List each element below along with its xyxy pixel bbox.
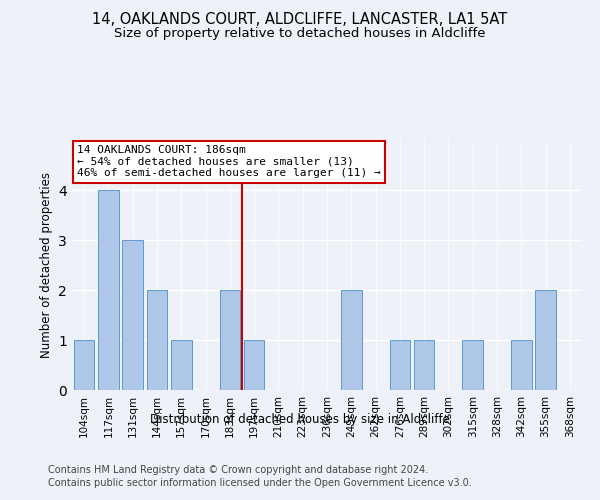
- Text: Contains public sector information licensed under the Open Government Licence v3: Contains public sector information licen…: [48, 478, 472, 488]
- Bar: [244, 340, 265, 390]
- Bar: [220, 290, 240, 390]
- Text: Distribution of detached houses by size in Aldcliffe: Distribution of detached houses by size …: [150, 412, 450, 426]
- Bar: [463, 340, 483, 390]
- Bar: [389, 340, 410, 390]
- Text: 14, OAKLANDS COURT, ALDCLIFFE, LANCASTER, LA1 5AT: 14, OAKLANDS COURT, ALDCLIFFE, LANCASTER…: [92, 12, 508, 28]
- Text: Size of property relative to detached houses in Aldcliffe: Size of property relative to detached ho…: [114, 28, 486, 40]
- Bar: [414, 340, 434, 390]
- Bar: [341, 290, 362, 390]
- Bar: [74, 340, 94, 390]
- Bar: [171, 340, 191, 390]
- Text: 14 OAKLANDS COURT: 186sqm
← 54% of detached houses are smaller (13)
46% of semi-: 14 OAKLANDS COURT: 186sqm ← 54% of detac…: [77, 145, 381, 178]
- Bar: [146, 290, 167, 390]
- Bar: [511, 340, 532, 390]
- Bar: [535, 290, 556, 390]
- Bar: [122, 240, 143, 390]
- Bar: [98, 190, 119, 390]
- Y-axis label: Number of detached properties: Number of detached properties: [40, 172, 53, 358]
- Text: Contains HM Land Registry data © Crown copyright and database right 2024.: Contains HM Land Registry data © Crown c…: [48, 465, 428, 475]
